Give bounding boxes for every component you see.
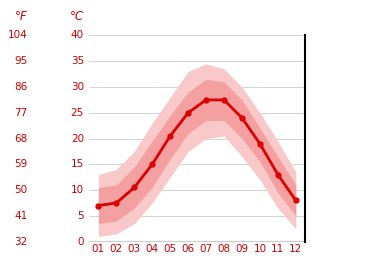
Text: 5: 5 xyxy=(77,211,84,221)
Text: 86: 86 xyxy=(14,82,27,92)
Text: 59: 59 xyxy=(14,159,27,169)
Text: 20: 20 xyxy=(71,133,84,144)
Text: 40: 40 xyxy=(71,31,84,40)
Text: 68: 68 xyxy=(14,133,27,144)
Text: °F: °F xyxy=(15,10,27,23)
Text: 50: 50 xyxy=(14,185,27,195)
Text: °C: °C xyxy=(70,10,84,23)
Text: 32: 32 xyxy=(14,237,27,247)
Text: 95: 95 xyxy=(14,56,27,66)
Text: 0: 0 xyxy=(77,237,84,247)
Text: 10: 10 xyxy=(71,185,84,195)
Text: 25: 25 xyxy=(71,108,84,118)
Text: 30: 30 xyxy=(71,82,84,92)
Text: 35: 35 xyxy=(71,56,84,66)
Text: 104: 104 xyxy=(8,31,27,40)
Text: 77: 77 xyxy=(14,108,27,118)
Text: 15: 15 xyxy=(71,159,84,169)
Text: 41: 41 xyxy=(14,211,27,221)
